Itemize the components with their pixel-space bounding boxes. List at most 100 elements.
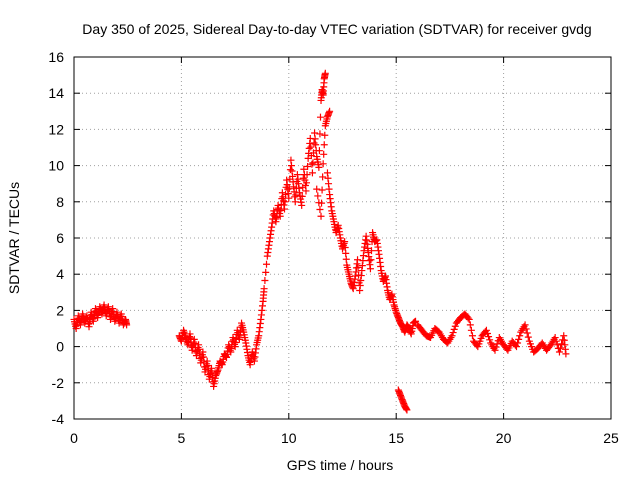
data-point	[260, 285, 268, 293]
x-axis-ticks: 0 5 10 15 20 25	[70, 57, 619, 446]
data-point	[123, 321, 131, 329]
data-point	[552, 337, 560, 345]
data-point	[285, 185, 293, 193]
data-point	[307, 143, 315, 151]
data-point	[281, 198, 289, 206]
data-point	[320, 141, 328, 149]
data-point	[286, 166, 294, 174]
data-point	[451, 322, 459, 330]
y-tick-label: 4	[56, 266, 64, 282]
data-point	[314, 192, 322, 200]
data-point	[558, 340, 566, 348]
data-point	[467, 326, 475, 334]
y-tick-label: 14	[48, 85, 64, 101]
x-tick-label: 20	[496, 430, 512, 446]
data-point	[291, 198, 299, 206]
y-tick-label: 10	[48, 158, 64, 174]
data-point	[412, 317, 420, 325]
data-point	[285, 194, 293, 202]
y-tick-label: 0	[56, 339, 64, 355]
data-point	[298, 201, 306, 209]
data-point	[354, 256, 362, 264]
data-point	[492, 343, 500, 351]
y-tick-label: -4	[52, 411, 65, 427]
data-point	[281, 205, 289, 213]
data-point	[263, 260, 271, 268]
data-point	[521, 321, 529, 329]
data-point	[514, 339, 522, 347]
data-point	[491, 346, 499, 354]
data-point	[403, 406, 411, 414]
data-point	[512, 343, 520, 351]
data-point	[464, 314, 472, 322]
data-point	[341, 244, 349, 252]
data-point	[367, 256, 375, 264]
y-axis-ticks: -4 -2 0 2 4 6 8 10 12 14 16	[48, 49, 611, 427]
data-point	[515, 335, 523, 343]
data-point	[317, 212, 325, 220]
data-point	[326, 107, 334, 115]
data-point	[319, 160, 327, 168]
data-point	[318, 199, 326, 207]
data-point	[465, 315, 473, 323]
data-point	[321, 131, 329, 139]
data-point	[449, 329, 457, 337]
data-point	[312, 141, 320, 149]
data-point	[483, 329, 491, 337]
x-axis-label: GPS time / hours	[287, 457, 394, 473]
data-point	[486, 336, 494, 344]
y-tick-label: 16	[48, 49, 64, 65]
x-tick-label: 15	[388, 430, 404, 446]
x-tick-label: 25	[603, 430, 619, 446]
data-points	[70, 69, 570, 414]
data-point	[261, 277, 269, 285]
chart-title: Day 350 of 2025, Sidereal Day-to-day VTE…	[82, 21, 591, 37]
data-point	[482, 326, 490, 334]
data-point	[551, 334, 559, 342]
data-point	[313, 185, 321, 193]
data-point	[522, 325, 530, 333]
data-point	[298, 192, 306, 200]
data-point	[302, 187, 310, 195]
data-point	[308, 160, 316, 168]
data-point	[448, 332, 456, 340]
y-tick-label: 6	[56, 230, 64, 246]
data-point	[276, 212, 284, 220]
data-point	[308, 169, 316, 177]
data-point	[524, 333, 532, 341]
data-point	[315, 163, 323, 171]
data-point	[319, 173, 327, 181]
y-tick-label: 12	[48, 121, 64, 137]
data-point	[292, 191, 300, 199]
data-point	[466, 321, 474, 329]
x-tick-label: 0	[70, 430, 78, 446]
data-point	[523, 329, 531, 337]
data-point	[318, 186, 326, 194]
data-point	[311, 129, 319, 137]
data-point	[450, 325, 458, 333]
data-point	[553, 341, 561, 349]
x-tick-label: 10	[281, 430, 297, 446]
data-point	[311, 135, 319, 143]
data-point	[277, 206, 285, 214]
data-point	[299, 174, 307, 182]
data-point	[304, 163, 312, 171]
data-point	[309, 159, 317, 167]
data-point	[316, 130, 324, 138]
data-point	[342, 249, 350, 257]
data-point	[555, 348, 563, 356]
data-point	[493, 340, 501, 348]
data-point	[316, 205, 324, 213]
x-tick-label: 5	[178, 430, 186, 446]
data-point	[316, 113, 324, 121]
data-point	[516, 332, 524, 340]
data-point	[485, 333, 493, 341]
y-axis-label: SDTVAR / TECUs	[6, 182, 22, 294]
data-point	[262, 268, 270, 276]
data-point	[562, 350, 570, 358]
data-point	[315, 147, 323, 155]
data-point	[342, 255, 350, 263]
data-point	[341, 238, 349, 246]
data-point	[557, 344, 565, 352]
